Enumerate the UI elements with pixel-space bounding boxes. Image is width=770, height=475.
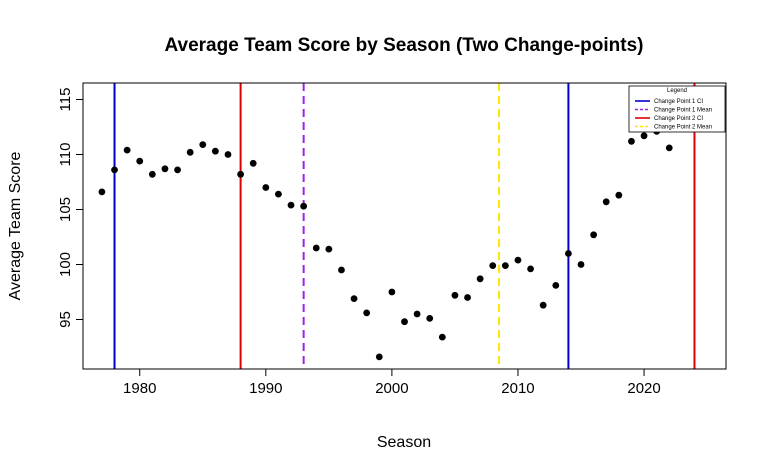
data-point: [577, 261, 585, 268]
data-point: [375, 353, 383, 361]
data-point: [275, 190, 282, 198]
data-point: [262, 184, 270, 191]
data-point: [363, 309, 371, 317]
data-point: [111, 166, 118, 174]
data-point: [174, 166, 181, 174]
data-point: [312, 244, 320, 252]
legend-label: Change Point 2 Mean: [654, 125, 712, 131]
x-tick-label: 1980: [123, 380, 156, 397]
x-axis: 1980 1990 2000 2010 2020: [123, 369, 661, 397]
data-point: [401, 318, 408, 326]
x-axis-label: Season: [377, 434, 431, 451]
data-point: [527, 265, 534, 273]
data-point: [199, 141, 207, 149]
data-point: [628, 137, 635, 145]
data-point: [98, 188, 106, 196]
data-point: [464, 294, 471, 301]
data-point: [249, 159, 257, 167]
y-tick-label: 115: [57, 88, 74, 112]
x-tick-label: 2000: [375, 380, 408, 397]
data-point: [602, 198, 610, 206]
data-point: [514, 256, 522, 264]
data-point: [565, 250, 572, 257]
legend: Legend Change Point 1 CI Change Point 1 M…: [628, 85, 726, 133]
data-point: [640, 132, 648, 140]
change-point-lines: [113, 83, 696, 369]
data-point: [287, 201, 295, 209]
data-point: [476, 275, 484, 283]
data-point: [211, 147, 219, 155]
plot-frame: [82, 82, 727, 370]
y-tick-label: 95: [57, 311, 74, 328]
legend-title: Legend: [667, 88, 687, 94]
data-point: [501, 262, 509, 269]
data-point: [489, 262, 497, 269]
data-point: [136, 157, 144, 165]
data-point: [665, 144, 673, 152]
x-tick-label: 2010: [501, 380, 534, 397]
data-point: [237, 170, 244, 178]
data-points: [98, 127, 673, 361]
data-point: [590, 231, 598, 239]
y-axis: 95 100 105 110 115: [57, 88, 83, 328]
legend-label: Change Point 1 CI: [654, 99, 703, 105]
data-point: [438, 333, 446, 341]
data-point: [552, 282, 560, 289]
data-point: [388, 288, 396, 296]
y-tick-label: 100: [57, 252, 74, 277]
data-point: [300, 202, 308, 210]
data-point: [161, 165, 169, 173]
data-point: [413, 310, 421, 318]
chart-title: Average Team Score by Season (Two Change…: [165, 35, 644, 56]
data-point: [539, 301, 547, 309]
y-axis-label: Average Team Score: [7, 151, 24, 300]
data-point: [148, 170, 156, 178]
data-point: [123, 146, 131, 154]
y-tick-label: 110: [57, 143, 74, 167]
legend-label: Change Point 2 CI: [654, 116, 703, 122]
x-tick-label: 1990: [249, 380, 282, 397]
y-tick-label: 105: [57, 197, 74, 222]
data-point: [615, 191, 623, 199]
data-point: [350, 295, 358, 302]
data-point: [426, 315, 434, 322]
x-tick-label: 2020: [627, 380, 660, 397]
data-point: [451, 291, 459, 299]
data-point: [224, 151, 232, 158]
data-point: [338, 266, 345, 274]
data-point: [186, 148, 194, 156]
legend-label: Change Point 1 Mean: [654, 108, 712, 114]
data-point: [325, 245, 333, 253]
